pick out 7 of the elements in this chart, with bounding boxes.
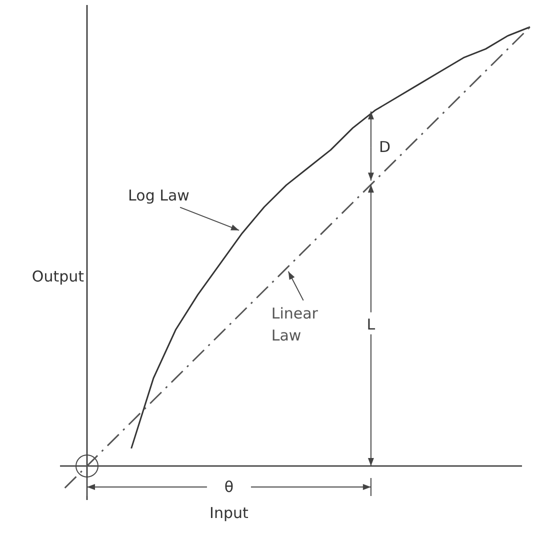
- y-axis-title: Output: [32, 268, 84, 286]
- text: Log Law: [128, 186, 190, 204]
- annotation: L: [366, 315, 376, 334]
- legend-label: Linear Law: [271, 304, 319, 344]
- annotation: θ: [224, 478, 234, 496]
- annotation: D: [378, 138, 391, 156]
- x-axis-title: Input: [210, 504, 249, 522]
